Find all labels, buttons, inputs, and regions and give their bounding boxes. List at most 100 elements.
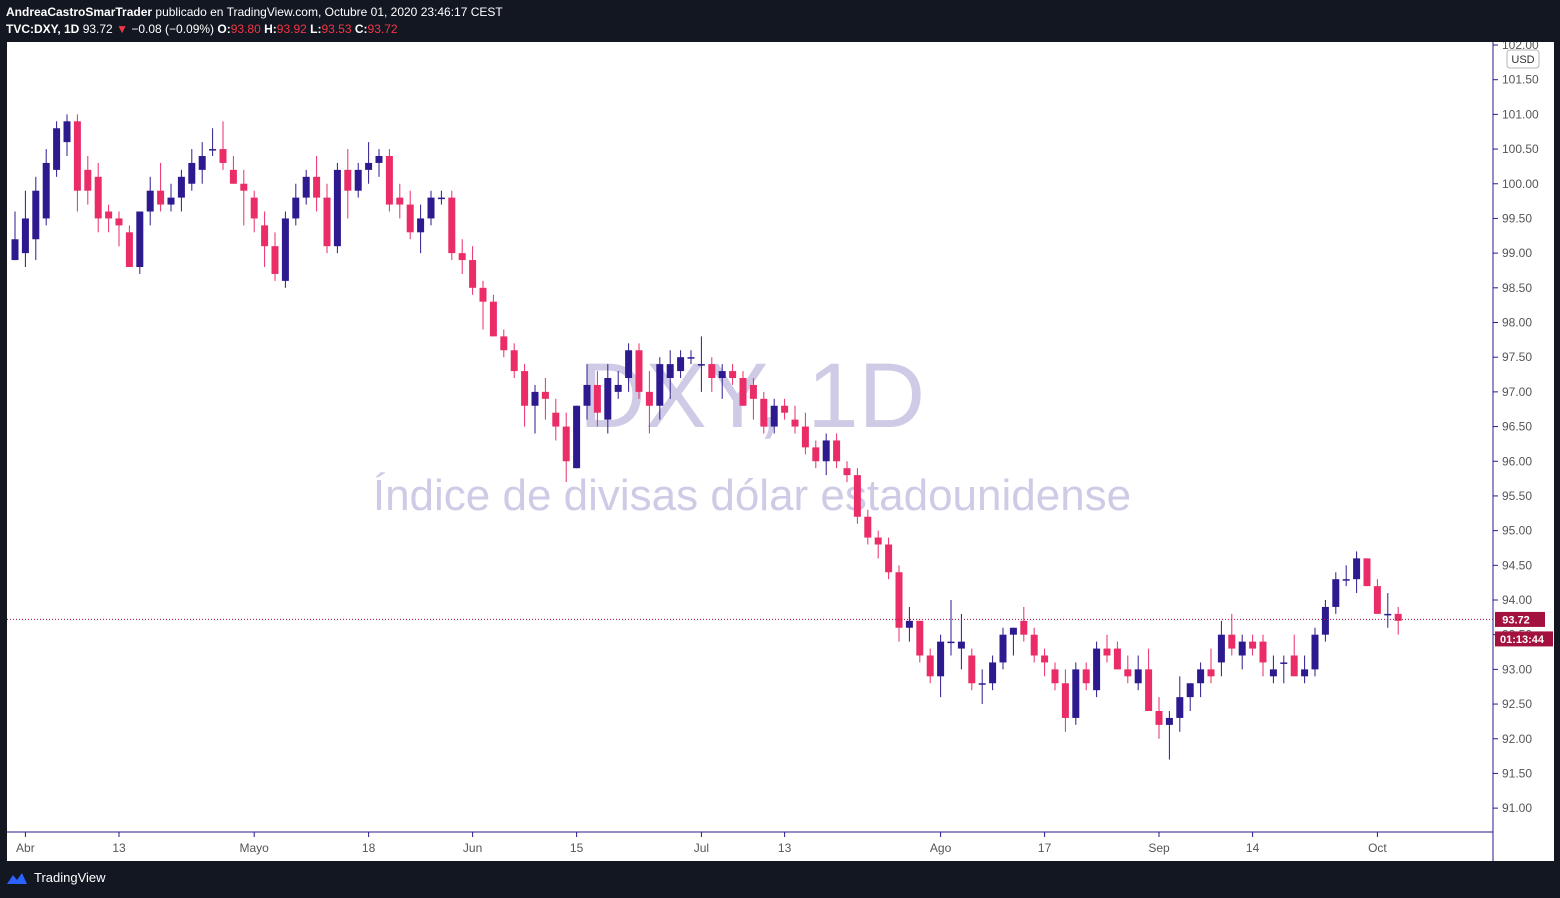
candle-body[interactable] xyxy=(1082,669,1090,684)
candle-body[interactable] xyxy=(843,468,851,476)
time-axis[interactable]: Abr 13 Mayo 18 Jun 15 Jul 13 Ago 17 Sep 14 Oct xyxy=(16,832,1387,855)
candle-body[interactable] xyxy=(209,149,217,151)
candle-body[interactable] xyxy=(729,371,737,378)
candle-body[interactable] xyxy=(552,412,560,427)
candle-body[interactable] xyxy=(73,121,81,191)
candle-body[interactable] xyxy=(250,197,258,219)
candle-body[interactable] xyxy=(1124,669,1132,677)
candle-body[interactable] xyxy=(1207,669,1215,677)
candle-body[interactable] xyxy=(864,516,872,538)
candle-body[interactable] xyxy=(417,218,425,233)
candle-body[interactable] xyxy=(84,169,92,191)
candle-body[interactable] xyxy=(1259,641,1267,663)
candle-body[interactable] xyxy=(1373,586,1381,614)
candle-body[interactable] xyxy=(458,253,466,261)
symbol-label[interactable]: TVC:DXY, 1D xyxy=(6,22,80,36)
candle-body[interactable] xyxy=(385,156,393,205)
candle-body[interactable] xyxy=(708,364,716,378)
candle-body[interactable] xyxy=(437,197,445,200)
candle-body[interactable] xyxy=(448,197,456,254)
candle-body[interactable] xyxy=(136,211,144,268)
candle-body[interactable] xyxy=(833,440,841,462)
candle-body[interactable] xyxy=(344,169,352,191)
candle-body[interactable] xyxy=(479,287,487,302)
candle-body[interactable] xyxy=(770,405,778,427)
candle-body[interactable] xyxy=(94,176,102,219)
candle-body[interactable] xyxy=(635,350,643,392)
candle-body[interactable] xyxy=(1394,613,1402,621)
candle-body[interactable] xyxy=(198,156,206,170)
candle-body[interactable] xyxy=(1217,634,1225,663)
candle-body[interactable] xyxy=(1051,669,1059,684)
candle-body[interactable] xyxy=(562,426,570,462)
currency-badge[interactable]: USD xyxy=(1506,49,1540,69)
candle-body[interactable] xyxy=(614,384,622,392)
candle-body[interactable] xyxy=(781,405,789,413)
candle-body[interactable] xyxy=(687,357,695,359)
candle-body[interactable] xyxy=(531,391,539,406)
candle-body[interactable] xyxy=(240,183,248,191)
candle-body[interactable] xyxy=(801,426,809,448)
candle-body[interactable] xyxy=(978,683,986,685)
candle-body[interactable] xyxy=(1197,669,1205,684)
candle-body[interactable] xyxy=(219,149,227,163)
candle-body[interactable] xyxy=(1072,669,1080,718)
candle-body[interactable] xyxy=(1290,655,1298,677)
candle-body[interactable] xyxy=(697,364,705,366)
candle-body[interactable] xyxy=(822,440,830,462)
candle-body[interactable] xyxy=(541,391,549,399)
candle-body[interactable] xyxy=(1103,648,1111,656)
candle-body[interactable] xyxy=(1145,669,1153,711)
candle-body[interactable] xyxy=(1093,648,1101,691)
candle-body[interactable] xyxy=(11,239,19,261)
chart-area[interactable]: DXY, 1D Índice de divisas dólar estadoun… xyxy=(7,38,1554,861)
candle-body[interactable] xyxy=(157,190,165,205)
candle-body[interactable] xyxy=(989,662,997,684)
candle-body[interactable] xyxy=(271,246,279,274)
candle-body[interactable] xyxy=(749,384,757,399)
candle-body[interactable] xyxy=(177,176,185,198)
candle-body[interactable] xyxy=(1311,634,1319,670)
candle-body[interactable] xyxy=(926,655,934,677)
candle-body[interactable] xyxy=(937,641,945,677)
candle-body[interactable] xyxy=(167,197,175,205)
candle-body[interactable] xyxy=(63,121,71,143)
candle-body[interactable] xyxy=(469,260,477,288)
candle-body[interactable] xyxy=(1301,669,1309,677)
candle-body[interactable] xyxy=(261,225,269,247)
candle-body[interactable] xyxy=(521,371,529,406)
candle-body[interactable] xyxy=(292,197,300,219)
candle-body[interactable] xyxy=(1186,683,1194,698)
candle-body[interactable] xyxy=(1332,579,1340,607)
candle-body[interactable] xyxy=(489,301,497,337)
candle-body[interactable] xyxy=(115,218,123,226)
tradingview-logo-icon[interactable] xyxy=(6,871,28,885)
price-axis[interactable]: 91.0091.5092.0092.5093.0093.5094.0094.50… xyxy=(1493,38,1539,815)
candle-body[interactable] xyxy=(947,641,955,644)
candle-body[interactable] xyxy=(885,544,893,573)
candle-body[interactable] xyxy=(583,384,591,406)
candle-body[interactable] xyxy=(302,176,310,198)
candle-body[interactable] xyxy=(406,204,414,233)
candle-body[interactable] xyxy=(333,169,341,247)
candlestick-chart[interactable]: DXY, 1D Índice de divisas dólar estadoun… xyxy=(7,38,1554,861)
candle-body[interactable] xyxy=(1134,669,1142,684)
candle-body[interactable] xyxy=(1020,620,1028,635)
candle-body[interactable] xyxy=(625,350,633,378)
candle-body[interactable] xyxy=(853,475,861,517)
candle-body[interactable] xyxy=(1280,662,1288,664)
candle-body[interactable] xyxy=(1363,558,1371,587)
candle-body[interactable] xyxy=(1061,683,1069,718)
candle-body[interactable] xyxy=(905,620,913,628)
candle-body[interactable] xyxy=(146,190,154,212)
candle-body[interactable] xyxy=(573,405,581,469)
candle-body[interactable] xyxy=(812,447,820,462)
candle-body[interactable] xyxy=(791,419,799,427)
candle-body[interactable] xyxy=(916,620,924,656)
candle-body[interactable] xyxy=(396,197,404,205)
candle-body[interactable] xyxy=(666,364,674,378)
candle-body[interactable] xyxy=(760,398,768,427)
candle-body[interactable] xyxy=(1249,641,1257,649)
candle-body[interactable] xyxy=(313,176,321,198)
candle-body[interactable] xyxy=(53,128,61,170)
